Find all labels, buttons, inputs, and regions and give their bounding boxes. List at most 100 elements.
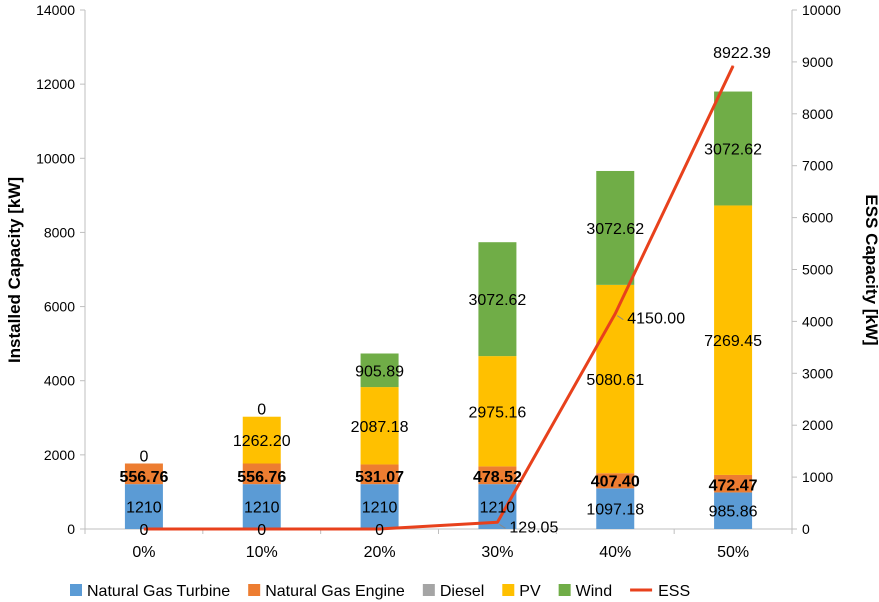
ess-point bbox=[496, 521, 498, 523]
label-natural-gas-turbine: 1097.18 bbox=[586, 502, 644, 519]
y2-tick-label: 7000 bbox=[802, 158, 833, 174]
ess-leader-line bbox=[499, 523, 506, 529]
x-tick-label: 20% bbox=[364, 544, 396, 561]
axes: 0 2000 4000 6000 8000 10000 12000 14000 0 1000 200… bbox=[36, 2, 841, 561]
label-ess: 0 bbox=[375, 522, 384, 539]
ess-point bbox=[379, 528, 381, 530]
y-tick-label: 14000 bbox=[36, 2, 75, 18]
ess-line bbox=[143, 65, 735, 531]
label-wind: 3072.62 bbox=[704, 141, 762, 158]
y-tick-label: 10000 bbox=[36, 150, 75, 166]
bar-natural-gas-turbine bbox=[124, 484, 163, 529]
x-tick-label: 10% bbox=[246, 544, 278, 561]
y-tick-label: 2000 bbox=[44, 447, 75, 463]
legend-swatch-wind bbox=[558, 584, 571, 596]
legend-swatch-pv bbox=[502, 584, 515, 596]
bar-natural-gas-turbine bbox=[596, 488, 635, 529]
label-ess: 4150.00 bbox=[627, 311, 685, 328]
bar-pv bbox=[478, 356, 517, 467]
y-tick-label: 4000 bbox=[44, 373, 75, 389]
x-tick-label: 30% bbox=[481, 544, 513, 561]
y2-tick-label: 1000 bbox=[802, 469, 833, 485]
legend-label: Natural Gas Engine bbox=[265, 583, 405, 600]
y-tick-label: 8000 bbox=[44, 224, 75, 240]
label-ess: 8922.39 bbox=[713, 45, 771, 62]
legend-swatch-natural-gas-engine bbox=[248, 584, 261, 596]
bar-natural-gas-turbine bbox=[242, 484, 281, 529]
y-tick-label: 0 bbox=[67, 521, 75, 537]
legend-label: Natural Gas Turbine bbox=[87, 583, 230, 600]
bar-pv bbox=[714, 205, 753, 475]
label-wind: 3072.62 bbox=[586, 221, 644, 238]
bar-pv bbox=[360, 387, 399, 465]
bar-natural-gas-turbine bbox=[714, 492, 753, 529]
legend-swatch-natural-gas-turbine bbox=[70, 584, 82, 596]
label-pv: 7269.45 bbox=[704, 333, 762, 350]
label-pv: 5080.61 bbox=[586, 372, 644, 389]
x-tick-label: 0% bbox=[132, 544, 155, 561]
y2-tick-label: 6000 bbox=[802, 210, 833, 226]
y2-tick-label: 2000 bbox=[802, 417, 833, 433]
bar-pv bbox=[242, 416, 281, 464]
legend: Natural Gas Turbine Natural Gas Engine Die… bbox=[70, 583, 690, 600]
label-natural-gas-turbine: 985.86 bbox=[709, 504, 758, 521]
bars bbox=[124, 91, 753, 529]
bar-natural-gas-engine bbox=[478, 466, 517, 485]
label-natural-gas-turbine: 1210 bbox=[480, 500, 516, 517]
x-tick-label: 50% bbox=[717, 544, 749, 561]
y2-tick-label: 10000 bbox=[802, 2, 841, 18]
y2-tick-label: 3000 bbox=[802, 365, 833, 381]
label-pv: 1262.20 bbox=[233, 433, 291, 450]
y-tick-label: 12000 bbox=[36, 76, 75, 92]
label-natural-gas-engine: 472.47 bbox=[709, 477, 758, 494]
legend-label: PV bbox=[519, 583, 541, 600]
label-wind: 0 bbox=[139, 449, 148, 466]
y-axis-title: Installed Capacity [kW] bbox=[5, 177, 24, 363]
legend-label: ESS bbox=[658, 583, 690, 600]
label-natural-gas-turbine: 1210 bbox=[362, 500, 398, 517]
label-ess: 0 bbox=[139, 522, 148, 539]
bar-natural-gas-engine bbox=[360, 464, 399, 485]
legend-label: Diesel bbox=[440, 583, 484, 600]
ess-point bbox=[143, 528, 145, 530]
ess-point bbox=[614, 313, 616, 315]
label-natural-gas-engine: 407.40 bbox=[591, 473, 640, 490]
ess-point bbox=[732, 65, 734, 67]
label-natural-gas-engine: 556.76 bbox=[119, 469, 168, 486]
bar-natural-gas-turbine bbox=[360, 484, 399, 529]
legend-label: Wind bbox=[576, 583, 612, 600]
y2-tick-label: 5000 bbox=[802, 262, 833, 278]
label-natural-gas-turbine: 1210 bbox=[244, 500, 280, 517]
bar-natural-gas-engine bbox=[124, 463, 163, 485]
y2-tick-label: 4000 bbox=[802, 313, 833, 329]
label-natural-gas-engine: 556.76 bbox=[237, 469, 286, 486]
y2-axis-title: ESS Capacity [kW] bbox=[862, 194, 879, 345]
ess-point bbox=[261, 528, 263, 530]
bar-natural-gas-engine bbox=[596, 473, 635, 489]
y2-tick-label: 8000 bbox=[802, 106, 833, 122]
bar-wind bbox=[596, 170, 635, 285]
label-ess: 0 bbox=[257, 522, 266, 539]
bar-wind bbox=[714, 91, 753, 206]
label-pv: 2975.16 bbox=[468, 404, 526, 421]
y-tick-label: 6000 bbox=[44, 299, 75, 315]
label-natural-gas-engine: 531.07 bbox=[355, 469, 404, 486]
label-pv: 2087.18 bbox=[351, 419, 409, 436]
label-wind: 0 bbox=[257, 402, 266, 419]
y2-tick-label: 0 bbox=[802, 521, 810, 537]
label-wind: 3072.62 bbox=[468, 292, 526, 309]
label-natural-gas-turbine: 1210 bbox=[126, 500, 162, 517]
ess-line-group bbox=[143, 65, 735, 531]
ess-leader-line bbox=[616, 315, 624, 321]
bar-natural-gas-engine bbox=[242, 463, 281, 485]
label-natural-gas-engine: 478.52 bbox=[473, 469, 522, 486]
bar-natural-gas-engine bbox=[714, 474, 753, 493]
y2-tick-label: 9000 bbox=[802, 54, 833, 70]
data-labels: 1210 556.76 0 1210 556.76 1262.20 0 1210 531.07 2… bbox=[119, 45, 771, 539]
label-ess: 129.05 bbox=[509, 519, 558, 536]
bar-wind bbox=[360, 353, 399, 388]
label-wind: 905.89 bbox=[355, 363, 404, 380]
x-tick-label: 40% bbox=[599, 544, 631, 561]
legend-swatch-diesel bbox=[422, 584, 435, 596]
